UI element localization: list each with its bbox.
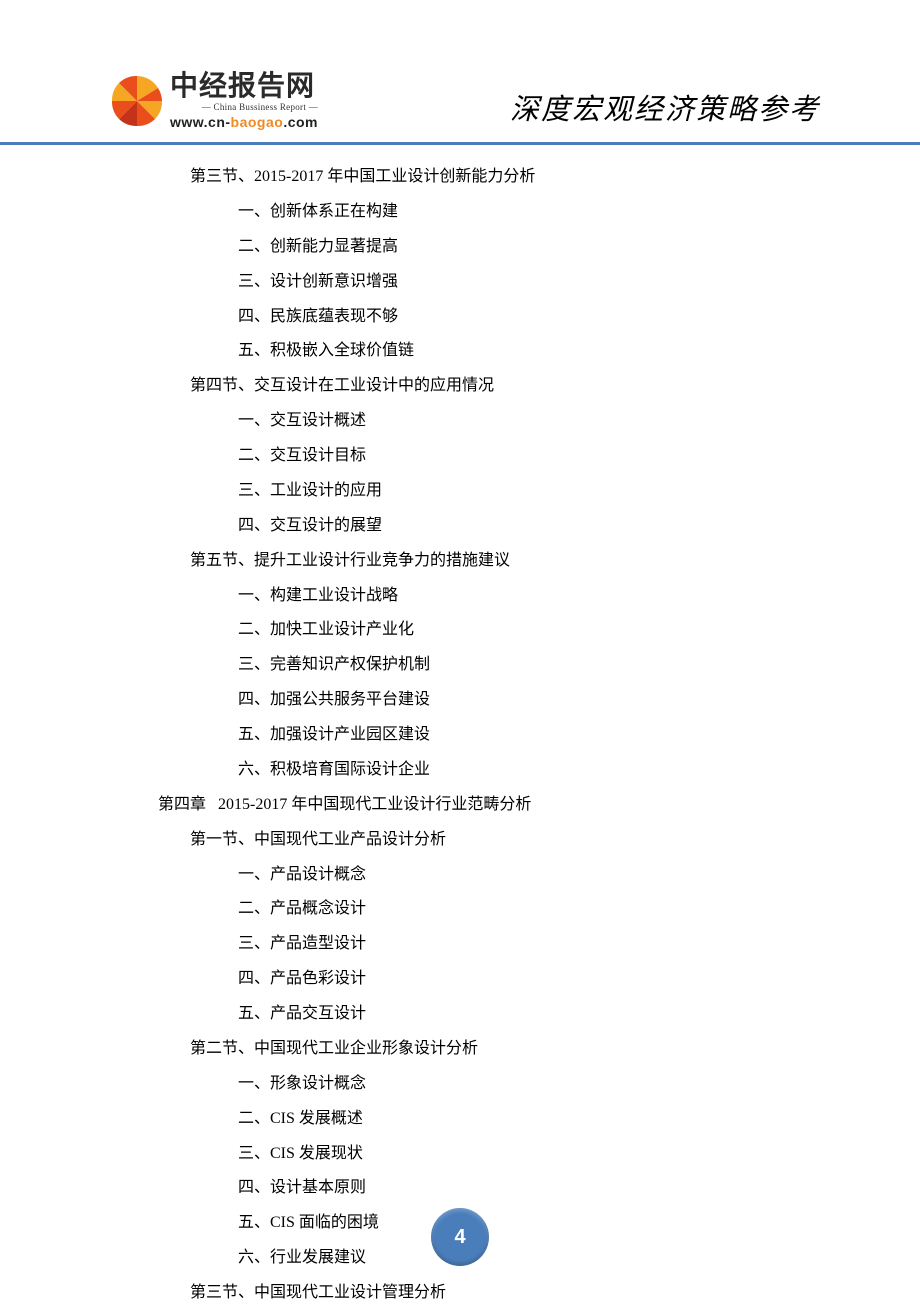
toc-section: 第二节、中国现代工业企业形象设计分析 [0, 1032, 920, 1067]
toc-item: 二、交互设计目标 [0, 439, 920, 474]
toc-item: 二、CIS 发展概述 [0, 1102, 920, 1137]
url-prefix: www.cn- [170, 114, 231, 130]
toc-item: 五、积极嵌入全球价值链 [0, 334, 920, 369]
url-accent: baogao [231, 114, 284, 130]
toc-section: 第三节、中国现代工业设计管理分析 [0, 1276, 920, 1311]
logo-title: 中经报告网 [170, 72, 318, 100]
logo-text-block: 中经报告网 — China Bussiness Report — www.cn-… [170, 72, 318, 130]
toc-chapter: 第四章 2015-2017 年中国现代工业设计行业范畴分析 [0, 788, 920, 823]
logo-icon [110, 74, 164, 128]
toc-content: 第三节、2015-2017 年中国工业设计创新能力分析一、创新体系正在构建二、创… [0, 160, 920, 1311]
toc-section: 第四节、交互设计在工业设计中的应用情况 [0, 369, 920, 404]
toc-section: 第三节、2015-2017 年中国工业设计创新能力分析 [0, 160, 920, 195]
url-tld: .com [283, 114, 318, 130]
toc-item: 三、设计创新意识增强 [0, 265, 920, 300]
toc-item: 一、形象设计概念 [0, 1067, 920, 1102]
toc-section: 第一节、中国现代工业产品设计分析 [0, 823, 920, 858]
toc-item: 三、CIS 发展现状 [0, 1137, 920, 1172]
page-number-badge: 4 [431, 1208, 489, 1266]
toc-item: 一、构建工业设计战略 [0, 579, 920, 614]
toc-item: 一、创新体系正在构建 [0, 195, 920, 230]
toc-section: 第五节、提升工业设计行业竞争力的措施建议 [0, 544, 920, 579]
logo-url: www.cn-baogao.com [170, 114, 318, 130]
toc-item: 一、产品设计概念 [0, 858, 920, 893]
toc-item: 四、民族底蕴表现不够 [0, 300, 920, 335]
toc-item: 五、加强设计产业园区建设 [0, 718, 920, 753]
toc-item: 三、产品造型设计 [0, 927, 920, 962]
toc-item: 三、工业设计的应用 [0, 474, 920, 509]
page-header: 中经报告网 — China Bussiness Report — www.cn-… [0, 0, 920, 145]
toc-item: 六、积极培育国际设计企业 [0, 753, 920, 788]
toc-item: 四、加强公共服务平台建设 [0, 683, 920, 718]
logo-block: 中经报告网 — China Bussiness Report — www.cn-… [110, 72, 318, 130]
toc-item: 四、产品色彩设计 [0, 962, 920, 997]
toc-item: 二、创新能力显著提高 [0, 230, 920, 265]
header-slogan: 深度宏观经济策略参考 [510, 86, 820, 128]
toc-item: 四、设计基本原则 [0, 1171, 920, 1206]
toc-item: 五、产品交互设计 [0, 997, 920, 1032]
toc-item: 三、完善知识产权保护机制 [0, 648, 920, 683]
toc-item: 二、产品概念设计 [0, 892, 920, 927]
toc-item: 一、交互设计概述 [0, 404, 920, 439]
toc-item: 四、交互设计的展望 [0, 509, 920, 544]
toc-item: 二、加快工业设计产业化 [0, 613, 920, 648]
logo-subtitle-en: — China Bussiness Report — [170, 102, 318, 112]
